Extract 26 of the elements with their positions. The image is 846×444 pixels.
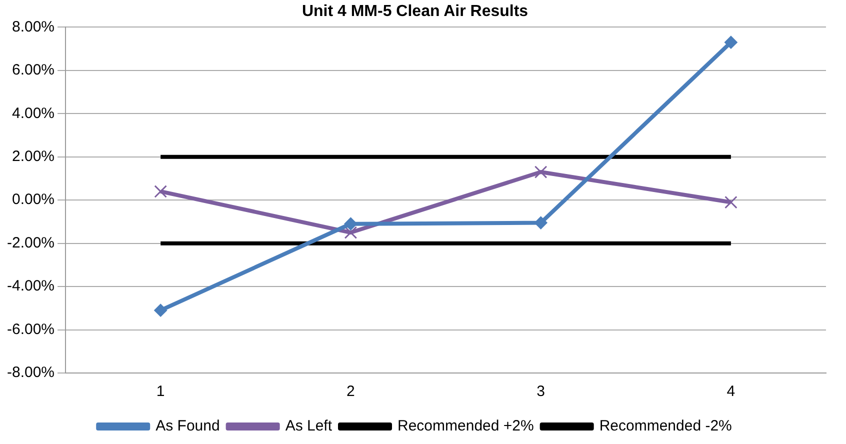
legend-label: Recommended -2% bbox=[599, 418, 732, 435]
legend-label: As Left bbox=[285, 418, 333, 435]
x-tick-label: 1 bbox=[156, 383, 165, 400]
x-tick-label: 4 bbox=[726, 383, 736, 400]
y-tick-label: -6.00% bbox=[6, 320, 55, 338]
y-tick-label: 4.00% bbox=[12, 104, 55, 122]
point bbox=[724, 196, 738, 209]
legend-label: Recommended +2% bbox=[398, 418, 534, 435]
x-tick-label: 2 bbox=[346, 383, 355, 400]
chart-title: Unit 4 MM-5 Clean Air Results bbox=[302, 3, 528, 20]
point bbox=[344, 217, 358, 230]
point bbox=[154, 185, 167, 198]
point bbox=[534, 166, 548, 178]
y-tick-label: -2.00% bbox=[6, 234, 55, 252]
point bbox=[154, 304, 168, 317]
y-tick-label: 6.00% bbox=[12, 62, 55, 79]
y-tick-label: -8.00% bbox=[6, 364, 55, 382]
point bbox=[344, 226, 358, 239]
point bbox=[724, 36, 738, 49]
y-tick-label: -4.00% bbox=[6, 278, 55, 295]
y-tick-label: 2.00% bbox=[12, 148, 55, 166]
point bbox=[534, 216, 548, 230]
y-tick-label: 0.00% bbox=[12, 191, 55, 208]
legend-label: As Found bbox=[156, 418, 220, 435]
x-tick-label: 3 bbox=[536, 383, 545, 400]
y-tick-label: 8.00% bbox=[12, 18, 55, 36]
